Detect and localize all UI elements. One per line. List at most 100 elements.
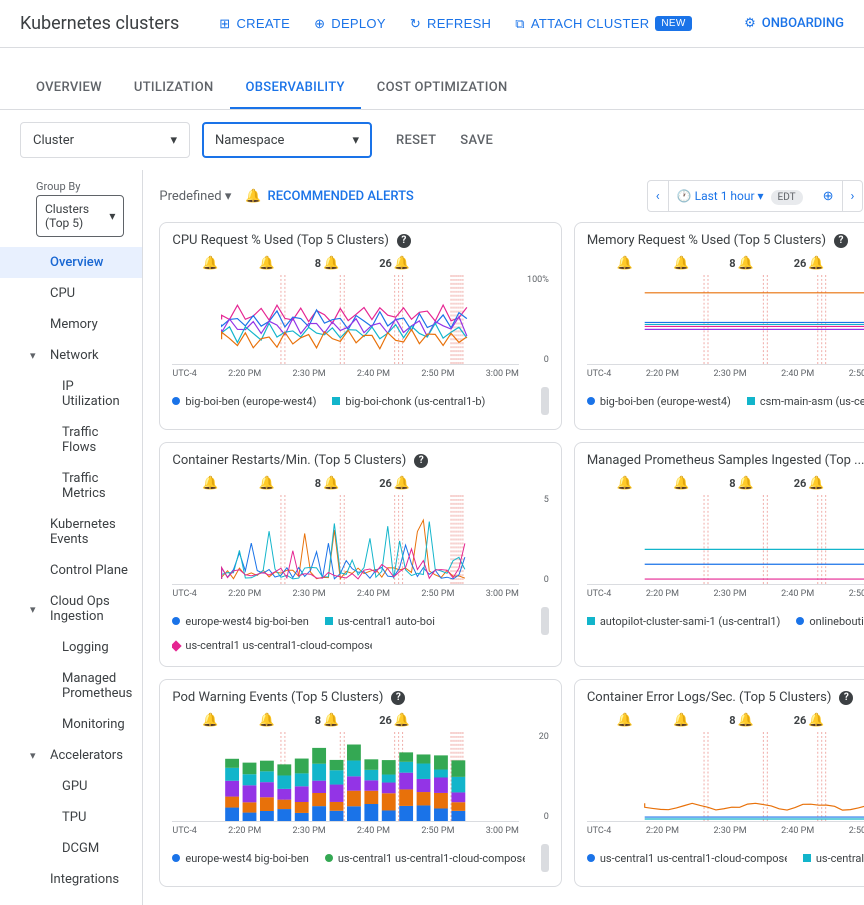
deploy-button[interactable]: ⊕DEPLOY — [314, 16, 386, 32]
sidebar-item-label: Memory — [50, 317, 98, 332]
chart-area: 200%100%0 — [587, 275, 864, 365]
chart-legend: big-boi-ben (europe-west4) big-boi-chonk … — [172, 387, 548, 415]
timezone-chip: EDT — [771, 190, 803, 205]
cluster-select[interactable]: Cluster▾ — [20, 122, 190, 158]
help-icon[interactable]: ? — [397, 234, 411, 248]
time-range-button[interactable]: 🕐 Last 1 hour ▾ EDT — [669, 189, 815, 203]
sidebar-item-traffic-flows[interactable]: Traffic Flows — [0, 417, 142, 463]
tab-overview[interactable]: OVERVIEW — [20, 68, 118, 109]
alert-marker: 🔔 — [202, 713, 218, 728]
x-tick: UTC-4 — [172, 589, 197, 599]
zoom-button[interactable]: ⊕ — [815, 181, 843, 211]
legend-item[interactable]: autopilot-cluster-sami-1 (us-central1) — [587, 615, 781, 628]
x-axis: UTC-42:20 PM2:30 PM2:40 PM2:50 PM3:00 PM — [172, 589, 548, 599]
chart-title: Container Restarts/Min. (Top 5 Clusters)… — [172, 453, 548, 468]
x-tick: 2:30 PM — [713, 589, 746, 599]
sidebar-item-kubernetes-events[interactable]: Kubernetes Events — [0, 509, 142, 555]
legend-item[interactable]: csm-main-asm (us-central1-c) — [747, 395, 864, 408]
legend-item[interactable]: us-central1 us-central1-cloud-composer--… — [587, 852, 787, 865]
chart-area: 200 — [172, 732, 548, 822]
new-badge: NEW — [655, 16, 691, 31]
filter-bar: Cluster▾ Namespace▾ RESET SAVE — [0, 110, 864, 170]
legend-label: autopilot-cluster-sami-1 (us-central1) — [600, 615, 781, 628]
sidebar-item-cpu[interactable]: CPU — [0, 278, 142, 309]
group-by-select[interactable]: Clusters (Top 5)▾ — [36, 195, 124, 237]
sidebar-item-network[interactable]: ▾Network — [0, 340, 142, 371]
chart-card[interactable]: Managed Prometheus Samples Ingested (Top… — [574, 442, 864, 667]
sidebar-item-ip-utilization[interactable]: IP Utilization — [0, 371, 142, 417]
legend-item[interactable]: big-boi-ben (europe-west4) — [587, 395, 731, 408]
sidebar-item-memory[interactable]: Memory — [0, 309, 142, 340]
sidebar-item-logging[interactable]: Logging — [0, 632, 142, 663]
sidebar-item-control-plane[interactable]: Control Plane — [0, 555, 142, 586]
legend-marker — [587, 854, 595, 862]
refresh-button[interactable]: ↻REFRESH — [410, 16, 491, 32]
sidebar-item-cloud-ops-ingestion[interactable]: ▾Cloud Ops Ingestion — [0, 586, 142, 632]
alert-markers: 🔔🔔8🔔26🔔 — [172, 476, 548, 491]
legend-item[interactable]: us-central1 auto-boi — [325, 615, 435, 628]
sidebar-item-dcgm[interactable]: DCGM — [0, 833, 142, 864]
reset-button[interactable]: RESET — [396, 133, 436, 148]
chart-card[interactable]: Pod Warning Events (Top 5 Clusters)?🔔🔔8🔔… — [159, 679, 561, 887]
x-tick: 2:40 PM — [781, 589, 814, 599]
tab-observability[interactable]: OBSERVABILITY — [230, 68, 361, 109]
sidebar-item-overview[interactable]: Overview — [0, 247, 142, 278]
legend-item[interactable]: europe-west4 big-boi-ben — [172, 615, 308, 628]
bell-icon: 🔔 — [394, 713, 410, 728]
bell-icon: 🔔 — [617, 256, 633, 271]
help-icon[interactable]: ? — [834, 234, 848, 248]
alert-marker: 8🔔 — [729, 713, 754, 728]
tab-cost-optimization[interactable]: COST OPTIMIZATION — [361, 68, 524, 109]
chevron-down-icon: ▾ — [352, 133, 359, 148]
chart-card[interactable]: Container Error Logs/Sec. (Top 5 Cluster… — [574, 679, 864, 887]
sidebar-item-managed-prometheus[interactable]: Managed Prometheus — [0, 663, 142, 709]
chevron-down-icon: ▾ — [30, 349, 36, 362]
help-icon[interactable]: ? — [414, 454, 428, 468]
time-next-button[interactable]: › — [843, 181, 863, 211]
sidebar-item-gpu[interactable]: GPU — [0, 771, 142, 802]
alert-marker: 🔔 — [673, 713, 689, 728]
scroll-indicator[interactable] — [541, 844, 549, 872]
legend-item[interactable]: onlineboutique (us-central1-c) — [796, 615, 864, 628]
recommended-alerts-button[interactable]: 🔔RECOMMENDED ALERTS — [245, 189, 413, 204]
legend-item[interactable]: europe-west4 big-boi-ben — [172, 852, 308, 865]
sidebar-item-integrations[interactable]: Integrations — [0, 864, 142, 895]
attach-icon: ⧉ — [515, 16, 525, 32]
alert-marker: 8🔔 — [729, 476, 754, 491]
tab-utilization[interactable]: UTILIZATION — [118, 68, 230, 109]
help-icon[interactable]: ? — [839, 691, 853, 705]
sidebar-item-tpu[interactable]: TPU — [0, 802, 142, 833]
scroll-indicator[interactable] — [541, 387, 549, 415]
attach-cluster-button[interactable]: ⧉ATTACH CLUSTERNEW — [515, 16, 691, 32]
chart-card[interactable]: CPU Request % Used (Top 5 Clusters)?🔔🔔8🔔… — [159, 222, 561, 430]
chart-legend: us-central1 us-central1-cloud-composer--… — [587, 844, 864, 872]
chart-area: 500/s0 — [587, 732, 864, 822]
scroll-indicator[interactable] — [541, 607, 549, 635]
create-button[interactable]: ⊞CREATE — [219, 16, 290, 32]
sidebar-item-accelerators[interactable]: ▾Accelerators — [0, 740, 142, 771]
legend-label: us-central1-c csm-main-asm — [816, 852, 864, 865]
legend-label: europe-west4 big-boi-ben — [185, 615, 308, 628]
save-button[interactable]: SAVE — [460, 133, 493, 148]
sidebar-item-label: Monitoring — [62, 717, 125, 732]
x-tick: 2:40 PM — [357, 369, 390, 379]
y-min-label: 0 — [544, 575, 549, 585]
chart-card[interactable]: Memory Request % Used (Top 5 Clusters)?🔔… — [574, 222, 864, 430]
legend-item[interactable]: us-central1 us-central1-cloud-composer--… — [325, 852, 525, 865]
chart-plot — [587, 495, 864, 585]
legend-item[interactable]: us-central1-c csm-main-asm — [803, 852, 864, 865]
legend-item[interactable]: big-boi-chonk (us-central1-b) — [332, 395, 485, 408]
x-tick: 2:20 PM — [228, 369, 261, 379]
chart-area: 5k/s0 — [587, 495, 864, 585]
namespace-select[interactable]: Namespace▾ — [202, 122, 372, 158]
onboarding-button[interactable]: ⚙ONBOARDING — [744, 16, 844, 31]
legend-item[interactable]: big-boi-ben (europe-west4) — [172, 395, 316, 408]
sidebar-item-monitoring[interactable]: Monitoring — [0, 709, 142, 740]
chart-card[interactable]: Container Restarts/Min. (Top 5 Clusters)… — [159, 442, 561, 667]
predefined-dropdown[interactable]: Predefined ▾ — [159, 189, 231, 204]
help-icon[interactable]: ? — [391, 691, 405, 705]
legend-item[interactable]: us-central1 us-central1-cloud-composer--… — [172, 639, 372, 652]
time-prev-button[interactable]: ‹ — [648, 181, 669, 211]
sidebar-item-traffic-metrics[interactable]: Traffic Metrics — [0, 463, 142, 509]
legend-label: us-central1 auto-boi — [338, 615, 435, 628]
